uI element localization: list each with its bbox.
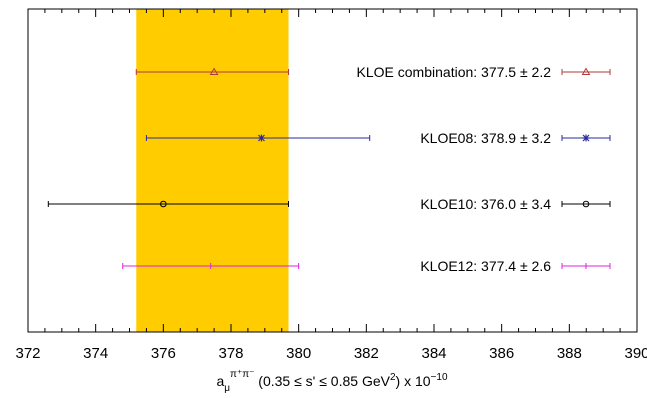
x-tick-label: 374 xyxy=(83,345,108,362)
legend-entry-2: KLOE08: 378.9 ± 3.2 xyxy=(420,130,611,146)
data-point-2 xyxy=(145,134,371,142)
legend-label: KLOE12: 377.4 ± 2.6 xyxy=(420,258,551,274)
data-marker-triangle xyxy=(209,67,219,75)
legend-marker-plus xyxy=(583,263,589,269)
legend-label: KLOE combination: 377.5 ± 2.2 xyxy=(357,64,552,80)
x-tick-label: 386 xyxy=(489,345,514,362)
legend-marker-triangle xyxy=(581,67,591,75)
plot-frame xyxy=(27,8,638,333)
legend-entry-4: KLOE12: 377.4 ± 2.6 xyxy=(420,258,611,274)
legend-label: KLOE10: 376.0 ± 3.4 xyxy=(420,196,551,212)
legend-label: KLOE08: 378.9 ± 3.2 xyxy=(420,130,551,146)
x-axis-label-range-sup: 2 xyxy=(390,372,396,383)
legend-entry-3: KLOE10: 376.0 ± 3.4 xyxy=(420,196,611,212)
x-axis-label-base: a xyxy=(216,373,224,389)
legend-marker-star xyxy=(582,134,590,142)
x-tick-label: 390 xyxy=(624,345,647,362)
x-axis-label-sub: μ xyxy=(224,383,230,394)
x-tick-label: 380 xyxy=(286,345,311,362)
data-point-3 xyxy=(47,200,290,208)
x-axis-label-exp: −10 xyxy=(431,372,448,383)
x-axis-label-range: (0.35 ≤ s' ≤ 0.85 GeV xyxy=(254,373,390,389)
combination-band xyxy=(136,9,289,332)
data-point-4 xyxy=(122,263,300,269)
data-point-1 xyxy=(135,67,290,75)
data-marker-star xyxy=(257,134,265,142)
x-tick-label: 384 xyxy=(421,345,446,362)
legend-entry-1: KLOE combination: 377.5 ± 2.2 xyxy=(357,64,611,80)
data-marker-plus xyxy=(207,263,214,269)
x-axis-label-tail: ) x 10 xyxy=(396,373,431,389)
x-tick-label: 372 xyxy=(15,345,40,362)
x-tick-label: 382 xyxy=(354,345,379,362)
x-tick-label: 376 xyxy=(151,345,176,362)
x-axis-label: aμπ⁺π⁻ (0.35 ≤ s' ≤ 0.85 GeV2) x 10−10 xyxy=(216,369,447,394)
data-marker-circle xyxy=(160,200,167,208)
x-tick-label: 378 xyxy=(218,345,243,362)
legend-marker-circle xyxy=(582,200,590,208)
x-axis-label-sup: π⁺π⁻ xyxy=(230,369,254,380)
x-tick-label: 388 xyxy=(557,345,582,362)
